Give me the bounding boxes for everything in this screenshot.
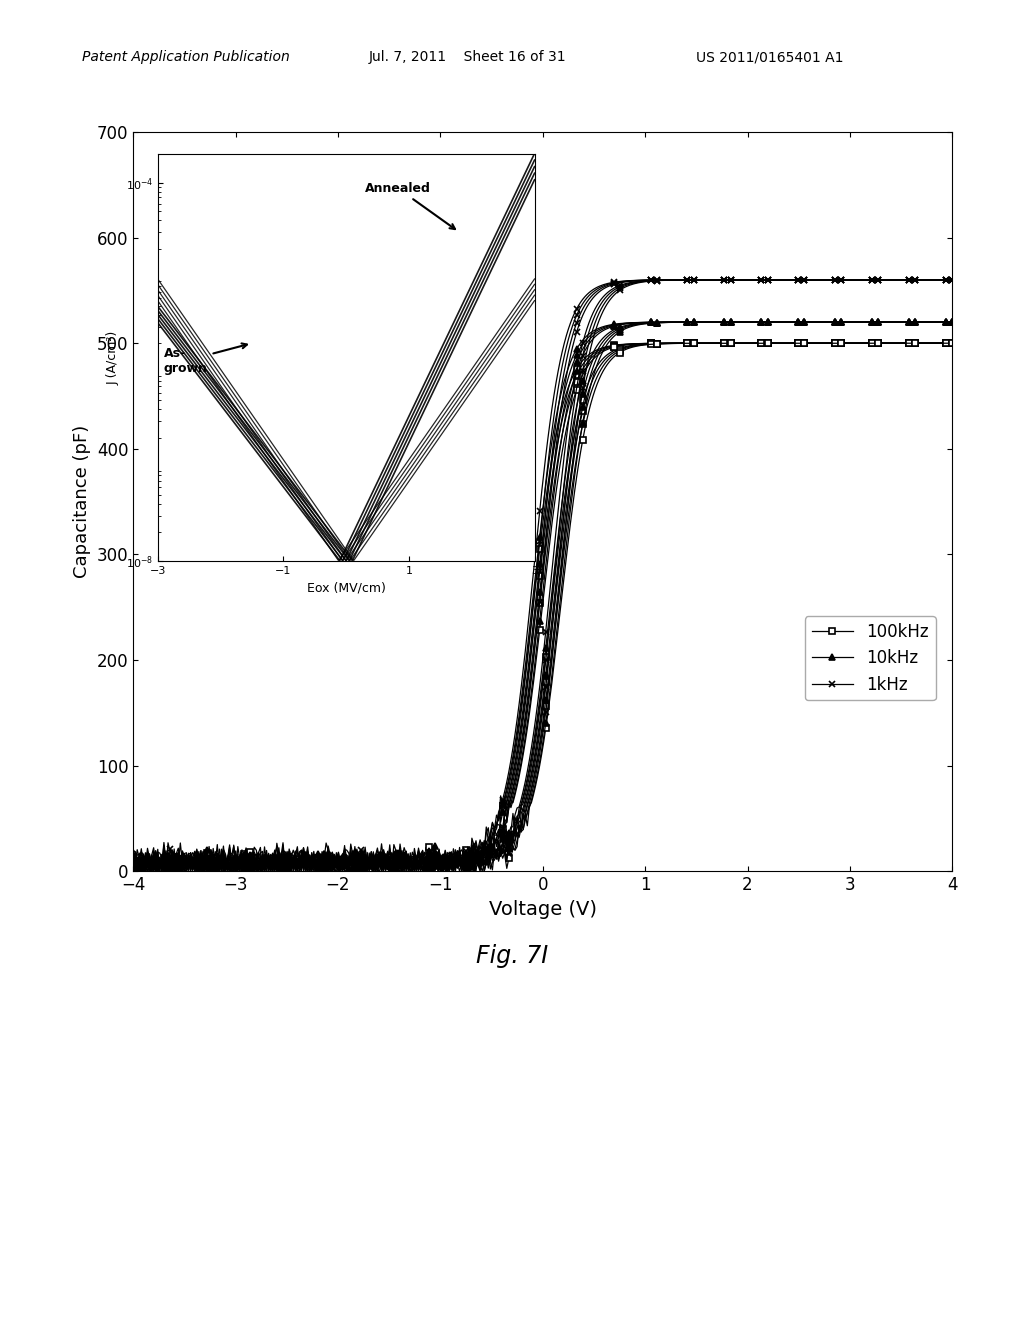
1kHz	[720, 272, 732, 288]
Line: 10kHz: 10kHz	[130, 319, 955, 874]
Line: 100kHz: 100kHz	[130, 341, 955, 874]
10kHz	[454, 858, 466, 874]
100kHz	[720, 335, 732, 351]
Text: Fig. 7I: Fig. 7I	[476, 944, 548, 968]
Legend: 100kHz, 10kHz, 1kHz: 100kHz, 10kHz, 1kHz	[805, 616, 936, 700]
10kHz	[227, 863, 240, 879]
Text: Patent Application Publication: Patent Application Publication	[82, 50, 290, 65]
10kHz	[160, 863, 172, 879]
10kHz	[724, 314, 736, 330]
100kHz	[227, 863, 240, 879]
Line: 1kHz: 1kHz	[130, 277, 955, 874]
100kHz	[154, 863, 166, 879]
10kHz	[644, 314, 656, 330]
1kHz	[152, 863, 164, 879]
10kHz	[127, 854, 139, 870]
100kHz	[396, 854, 409, 870]
1kHz	[724, 272, 736, 288]
Y-axis label: Capacitance (pF): Capacitance (pF)	[73, 425, 91, 578]
10kHz	[720, 314, 732, 330]
1kHz	[227, 853, 240, 869]
100kHz	[644, 335, 656, 351]
100kHz	[127, 851, 139, 867]
1kHz	[946, 272, 958, 288]
X-axis label: Voltage (V): Voltage (V)	[488, 900, 597, 919]
100kHz	[946, 335, 958, 351]
1kHz	[127, 853, 139, 869]
1kHz	[396, 851, 409, 867]
100kHz	[454, 847, 466, 863]
10kHz	[946, 314, 958, 330]
1kHz	[454, 842, 466, 858]
1kHz	[644, 272, 656, 288]
100kHz	[724, 335, 736, 351]
Text: US 2011/0165401 A1: US 2011/0165401 A1	[696, 50, 844, 65]
10kHz	[396, 863, 409, 879]
Text: Jul. 7, 2011    Sheet 16 of 31: Jul. 7, 2011 Sheet 16 of 31	[369, 50, 566, 65]
